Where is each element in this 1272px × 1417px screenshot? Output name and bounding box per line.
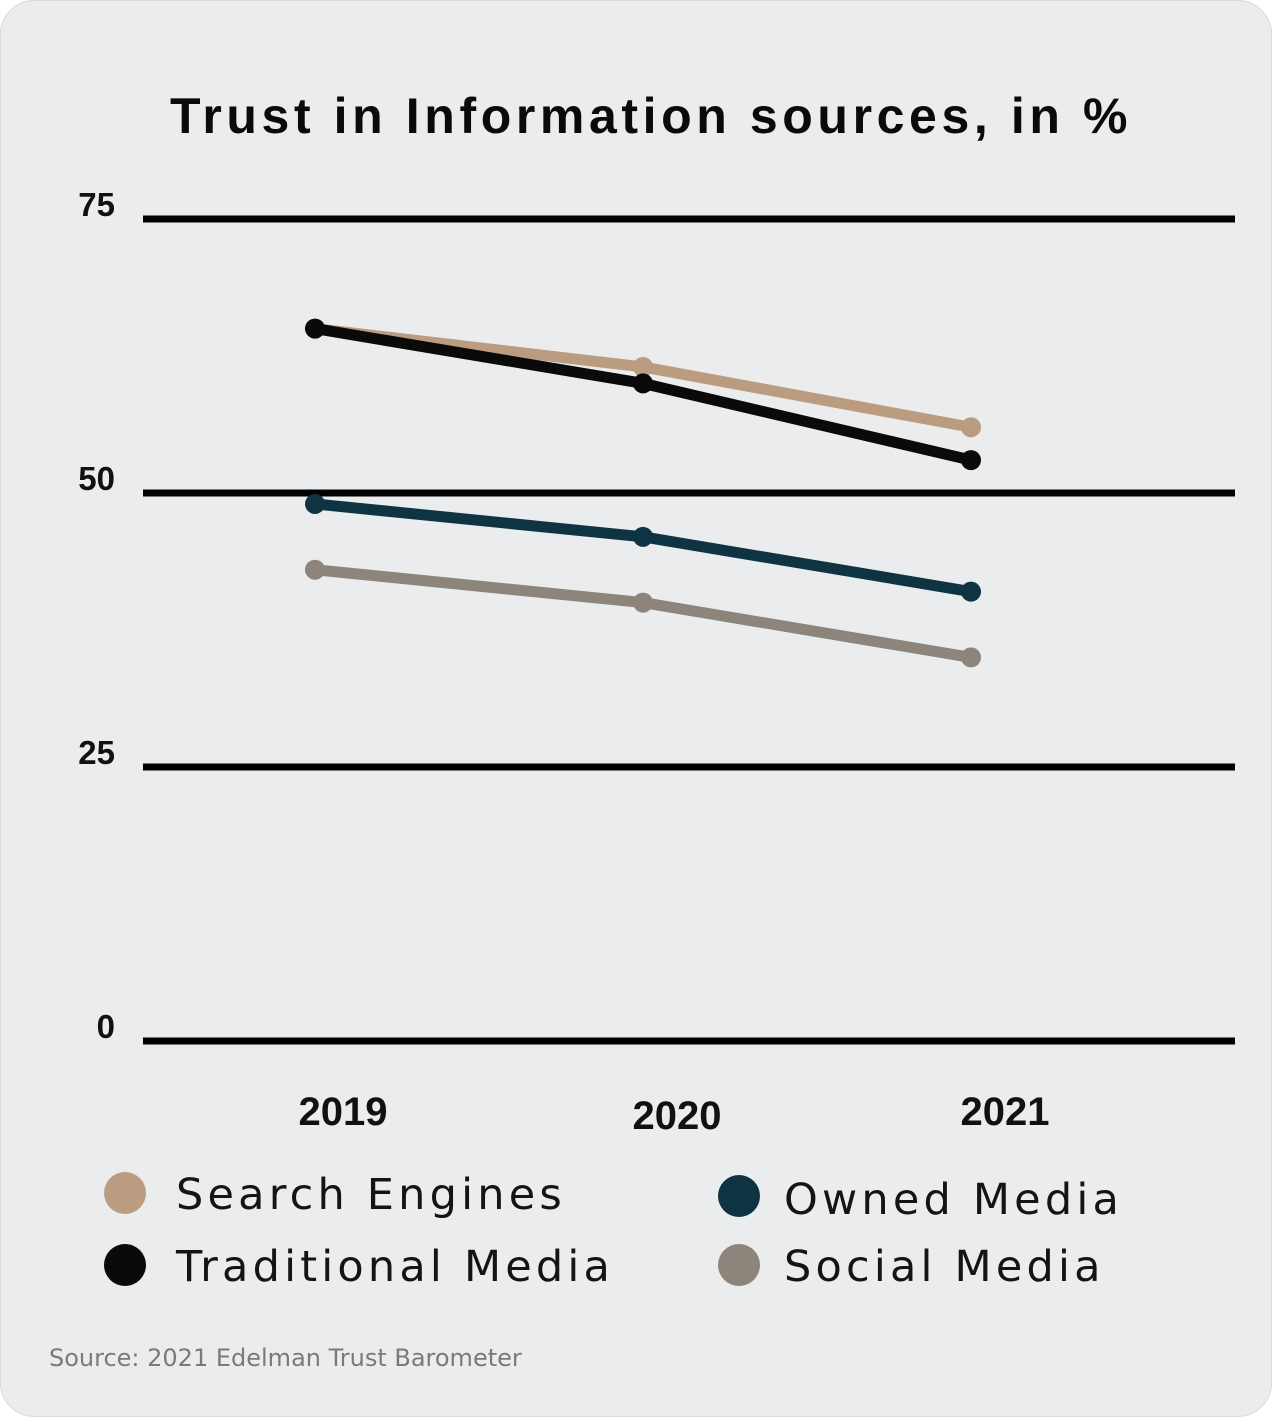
y-tick-label: 25	[78, 734, 115, 771]
legend-swatch	[104, 1244, 146, 1286]
data-point	[961, 581, 981, 602]
y-tick-label: 50	[78, 460, 115, 497]
legend-label: Search Engines	[176, 1170, 566, 1220]
source-note: Source: 2021 Edelman Trust Barometer	[49, 1344, 522, 1372]
data-point	[633, 356, 653, 377]
legend-swatch	[718, 1175, 760, 1217]
data-point	[633, 592, 653, 613]
legend-item: Social Media	[718, 1242, 1105, 1292]
legend-item: Owned Media	[718, 1175, 1123, 1225]
series-lines	[305, 318, 981, 668]
series-owned-media	[305, 493, 981, 602]
series-line	[309, 564, 977, 663]
data-point	[305, 318, 325, 339]
legend-label: Traditional Media	[175, 1242, 614, 1292]
grid-lines	[143, 215, 1235, 1045]
legend-label: Social Media	[784, 1242, 1105, 1292]
data-point	[961, 450, 981, 471]
data-point	[633, 526, 653, 547]
chart-title: Trust in Information sources, in %	[170, 88, 1132, 144]
legend-item: Traditional Media	[104, 1242, 614, 1292]
legend-swatch	[718, 1244, 760, 1286]
series-social-media	[305, 559, 981, 668]
y-tick-label: 0	[97, 1008, 115, 1045]
data-point	[305, 493, 325, 514]
series-line	[309, 323, 977, 466]
legend-label: Owned Media	[784, 1175, 1123, 1225]
data-point	[633, 373, 653, 394]
data-point	[961, 647, 981, 668]
x-tick-label: 2019	[299, 1090, 388, 1134]
x-tick-label: 2020	[633, 1094, 722, 1138]
legend-swatch	[104, 1172, 146, 1214]
x-tick-label: 2021	[961, 1090, 1050, 1134]
y-tick-label: 75	[78, 186, 115, 223]
x-axis-ticks: 2019 2020 2021	[299, 1090, 1050, 1138]
y-axis-ticks: 75 50 25 0	[78, 186, 115, 1045]
data-point	[305, 559, 325, 580]
series-traditional-media	[305, 318, 981, 471]
legend-item: Search Engines	[104, 1170, 566, 1220]
data-point	[961, 417, 981, 438]
legend: Search Engines Traditional Media Owned Med…	[104, 1170, 1123, 1292]
